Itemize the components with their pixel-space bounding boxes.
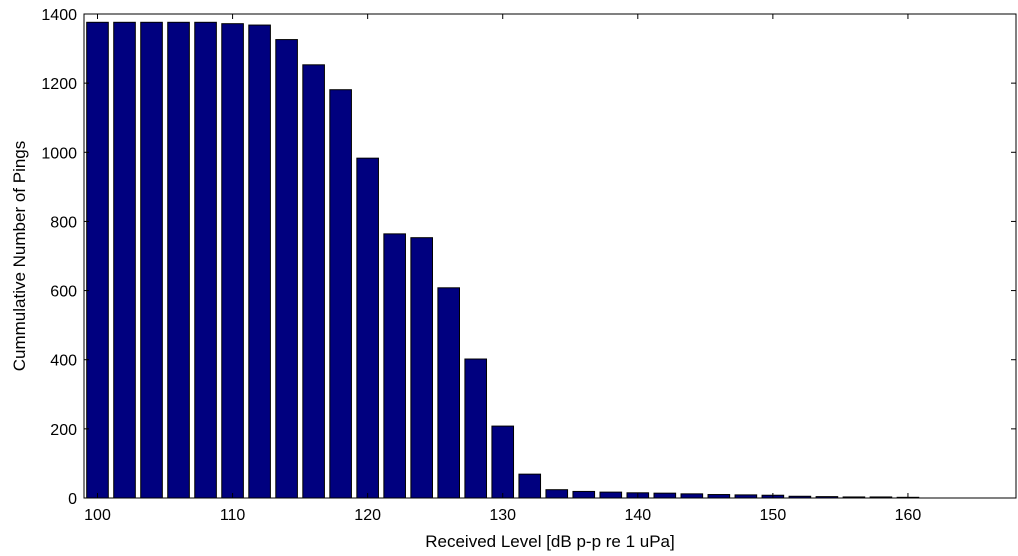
bar-138: [599, 491, 623, 499]
bar-116: [302, 64, 325, 499]
bar-110: [221, 23, 244, 499]
bar-108: [194, 21, 217, 499]
y-tick-label-600: 600: [50, 284, 77, 301]
y-axis-label: Cummulative Number of Pings: [10, 141, 29, 372]
bar-126: [437, 287, 461, 499]
bar-118: [329, 89, 352, 499]
bar-146: [707, 494, 731, 499]
bar-132: [518, 473, 542, 499]
bar-124: [410, 237, 433, 499]
y-tick-label-1200: 1200: [41, 76, 77, 93]
y-tick-label-1000: 1000: [41, 145, 77, 162]
bar-112: [248, 24, 271, 499]
x-ticks-group: 100 110 120 130 140 150 160: [84, 14, 921, 524]
y-tick-label-0: 0: [68, 491, 77, 508]
bar-136: [572, 490, 596, 499]
bar-122: [383, 233, 406, 499]
bar-130: [491, 425, 515, 499]
bar-102: [113, 21, 136, 499]
x-tick-label-140: 140: [624, 507, 651, 524]
x-tick-label-150: 150: [760, 507, 787, 524]
y-tick-label-200: 200: [50, 422, 77, 439]
bars-group: [86, 21, 920, 499]
x-tick-label-160: 160: [895, 507, 922, 524]
y-ticks-group: 0 200 400 600 800 1000 1200 1400: [41, 7, 1016, 508]
bar-100: [86, 21, 109, 499]
bar-106: [167, 21, 190, 499]
bar-128: [464, 358, 488, 499]
y-tick-label-800: 800: [50, 214, 77, 231]
x-tick-label-130: 130: [489, 507, 516, 524]
y-tick-label-1400: 1400: [41, 7, 77, 24]
bar-142: [653, 492, 677, 499]
axes-box: [83, 13, 1017, 499]
x-axis-label: Received Level [dB p-p re 1 uPa]: [425, 532, 674, 551]
bar-114: [275, 39, 298, 499]
y-tick-label-400: 400: [50, 353, 77, 370]
bar-134: [545, 489, 569, 499]
bar-144: [680, 493, 704, 499]
x-tick-label-100: 100: [84, 507, 111, 524]
bar-104: [140, 21, 163, 499]
x-tick-label-120: 120: [354, 507, 381, 524]
x-tick-label-110: 110: [220, 507, 246, 524]
bar-120: [356, 157, 379, 499]
